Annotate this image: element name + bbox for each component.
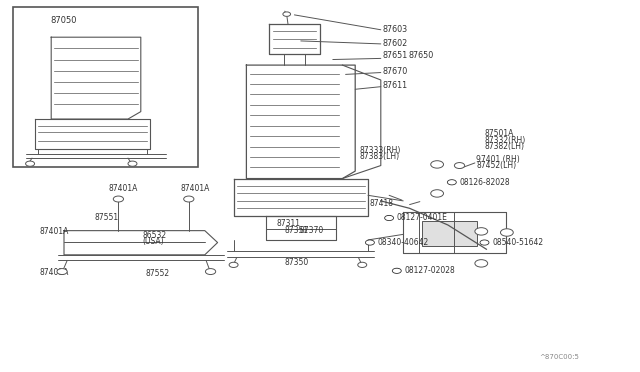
Text: S: S	[482, 240, 487, 245]
Text: (USA): (USA)	[142, 237, 164, 246]
Text: 87333(RH): 87333(RH)	[360, 146, 401, 155]
Bar	[422, 221, 477, 246]
Circle shape	[454, 163, 465, 169]
Text: 08340-40642: 08340-40642	[378, 238, 429, 247]
Text: 87501A: 87501A	[484, 129, 514, 138]
Circle shape	[229, 262, 238, 267]
Circle shape	[475, 260, 488, 267]
Text: B: B	[449, 180, 454, 185]
Text: 87418: 87418	[370, 199, 394, 208]
Text: 86532: 86532	[142, 231, 166, 240]
Circle shape	[283, 12, 291, 16]
Text: 87370: 87370	[300, 226, 324, 235]
Text: 08540-51642: 08540-51642	[492, 238, 543, 247]
Bar	[13, 7, 198, 167]
Text: 87401A: 87401A	[40, 227, 69, 236]
Circle shape	[475, 228, 488, 235]
Text: 87650: 87650	[408, 51, 433, 60]
Text: 87452(LH): 87452(LH)	[476, 161, 516, 170]
Text: B: B	[387, 215, 392, 221]
Circle shape	[385, 215, 394, 221]
Circle shape	[184, 196, 194, 202]
Text: B: B	[394, 268, 399, 273]
Circle shape	[480, 240, 489, 245]
Text: 87383(LH): 87383(LH)	[360, 153, 400, 161]
Text: 87050: 87050	[51, 16, 77, 25]
Circle shape	[205, 269, 216, 275]
Circle shape	[431, 161, 444, 168]
Text: 08126-82028: 08126-82028	[460, 178, 510, 187]
Text: 87670: 87670	[382, 67, 407, 76]
Text: 87551: 87551	[95, 213, 119, 222]
Circle shape	[500, 229, 513, 236]
Circle shape	[113, 196, 124, 202]
Text: 87401A: 87401A	[180, 185, 210, 193]
Circle shape	[392, 268, 401, 273]
Circle shape	[447, 180, 456, 185]
Text: 87382(LH): 87382(LH)	[484, 142, 525, 151]
Circle shape	[57, 269, 67, 275]
Circle shape	[128, 161, 137, 166]
Circle shape	[431, 190, 444, 197]
Text: ^870C00:5: ^870C00:5	[539, 354, 579, 360]
Text: 08127-02028: 08127-02028	[404, 266, 455, 275]
Text: 87602: 87602	[382, 39, 407, 48]
Text: 87552: 87552	[146, 269, 170, 278]
Text: 87401A: 87401A	[40, 268, 69, 277]
Text: 87351: 87351	[284, 226, 308, 235]
Text: 08127-0401E: 08127-0401E	[397, 214, 447, 222]
Text: 87401A: 87401A	[109, 185, 138, 193]
Circle shape	[26, 161, 35, 166]
Text: 87350: 87350	[284, 258, 308, 267]
Text: S: S	[367, 240, 372, 245]
Text: 97401 (RH): 97401 (RH)	[476, 155, 520, 164]
Circle shape	[358, 262, 367, 267]
Text: 87332(RH): 87332(RH)	[484, 136, 525, 145]
Text: 87611: 87611	[382, 81, 407, 90]
Circle shape	[365, 240, 374, 245]
Text: 87651: 87651	[382, 51, 407, 60]
Text: 87603: 87603	[382, 25, 407, 34]
Text: 87311: 87311	[276, 219, 301, 228]
